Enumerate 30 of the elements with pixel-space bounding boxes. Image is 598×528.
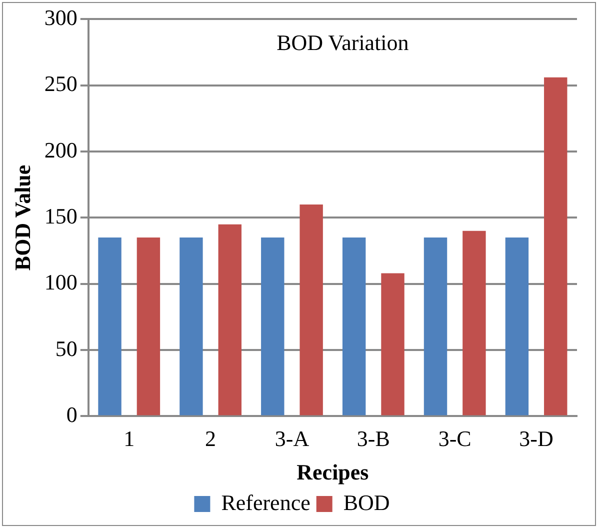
bar: [505, 238, 529, 416]
x-tick-label: 3-D: [519, 426, 554, 452]
bar: [261, 238, 284, 416]
y-tick-label: 150: [44, 203, 78, 228]
y-tick-label: 0: [66, 402, 78, 427]
bar: [300, 204, 323, 416]
y-tick-label: 100: [44, 270, 78, 295]
y-axis-title: BOD Value: [10, 164, 35, 271]
bar: [136, 238, 160, 416]
x-tick-label: 3-A: [274, 426, 310, 452]
legend-label: Reference: [221, 490, 310, 515]
bar: [381, 273, 404, 416]
y-tick-label: 200: [44, 137, 78, 162]
y-tick-label: 300: [44, 4, 78, 30]
x-tick-label: 3-C: [438, 426, 472, 452]
bar: [462, 230, 486, 416]
x-tick-label: 1: [124, 426, 135, 452]
x-tick-label: 3-B: [356, 426, 390, 452]
bar: [218, 224, 242, 416]
bar: [342, 238, 366, 416]
bar: [424, 238, 448, 416]
y-tick-label: 250: [44, 71, 78, 96]
bar: [180, 238, 203, 416]
x-tick-label: 2: [205, 426, 216, 452]
bar: [98, 238, 122, 416]
legend-label: BOD: [343, 490, 390, 515]
x-axis-title: Recipes: [296, 459, 370, 484]
text: BOD Variation: [276, 30, 409, 55]
bar: [544, 77, 568, 416]
y-tick-label: 50: [55, 336, 78, 361]
